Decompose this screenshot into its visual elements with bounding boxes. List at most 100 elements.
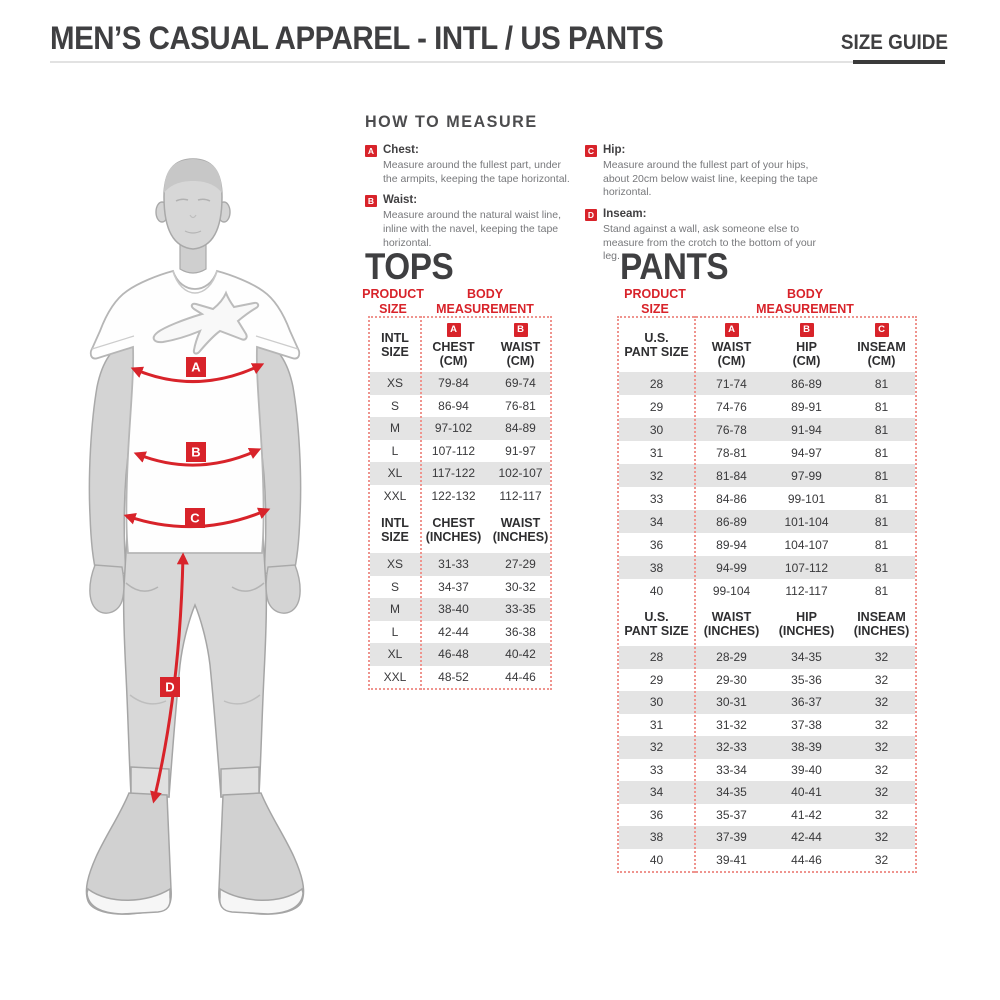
value-cell: 102-107 bbox=[498, 466, 543, 481]
size-row-XL: XL 46-48 40-42 bbox=[370, 643, 550, 666]
size-cell: XL bbox=[387, 647, 403, 662]
size-cell: 30 bbox=[649, 695, 664, 710]
size-row-34: 34 34-35 40-41 32 bbox=[619, 781, 915, 804]
value-cell: 81 bbox=[874, 468, 889, 483]
size-cell: XS bbox=[386, 376, 403, 391]
value-cell: 32 bbox=[874, 807, 889, 822]
value-cell: 81 bbox=[874, 583, 889, 598]
size-row-33: 33 33-34 39-40 32 bbox=[619, 759, 915, 782]
measure-item-inseam: D Inseam: Stand against a wall, ask someon… bbox=[585, 204, 820, 264]
measure-item-hip: C Hip: Measure around the fullest part of … bbox=[585, 140, 820, 200]
value-cell: 81 bbox=[874, 422, 889, 437]
size-row-28: 28 28-29 34-35 32 bbox=[619, 646, 915, 669]
size-row-36: 36 89-94 104-107 81 bbox=[619, 533, 915, 556]
measure-description: Measure around the fullest part, under t… bbox=[383, 159, 570, 185]
size-row-40: 40 39-41 44-46 32 bbox=[619, 849, 915, 872]
column-badge-b: B bbox=[513, 323, 528, 337]
measure-description: Measure around the natural waist line, i… bbox=[383, 209, 562, 249]
value-cell: 94-99 bbox=[716, 560, 747, 575]
size-cell: 31 bbox=[649, 445, 664, 460]
measure-label: Waist: bbox=[383, 194, 418, 207]
value-cell: 32-33 bbox=[716, 740, 747, 755]
value-cell: 122-132 bbox=[431, 488, 476, 503]
value-cell: 34-35 bbox=[791, 650, 822, 665]
size-row-L: L 42-44 36-38 bbox=[370, 621, 550, 644]
measurement-column-header: WAIST (INCHES) bbox=[492, 515, 549, 544]
size-cell: XXL bbox=[383, 669, 407, 684]
size-column-header: U.S. PANT SIZE bbox=[624, 330, 689, 359]
size-cell: XXL bbox=[383, 488, 407, 503]
svg-text:B: B bbox=[191, 445, 200, 460]
value-cell: 46-48 bbox=[438, 647, 469, 662]
size-cell: 29 bbox=[649, 399, 664, 414]
value-cell: 33-34 bbox=[716, 762, 747, 777]
value-cell: 81 bbox=[874, 399, 889, 414]
pants-product-size-header: PRODUCT SIZE bbox=[624, 286, 686, 316]
figure-marker-inseam: D bbox=[160, 677, 180, 697]
value-cell: 84-89 bbox=[505, 421, 536, 436]
value-cell: 34-35 bbox=[716, 785, 747, 800]
size-row-31: 31 78-81 94-97 81 bbox=[619, 441, 915, 464]
size-cell: S bbox=[390, 579, 399, 594]
size-cell: 40 bbox=[649, 852, 664, 867]
size-row-XXL: XXL 122-132 112-117 bbox=[370, 485, 550, 508]
tops-table-divider bbox=[420, 316, 422, 690]
table-header-row: INTL SIZE CHEST (INCHES) WAIST (INCHES) bbox=[370, 507, 550, 553]
table-header-row: U.S. PANT SIZE WAIST (INCHES) HIP (INCHES) INS… bbox=[619, 602, 915, 646]
chest-arrow bbox=[130, 363, 265, 383]
value-cell: 112-117 bbox=[499, 488, 542, 503]
size-cell: 28 bbox=[649, 376, 664, 391]
value-cell: 71-74 bbox=[716, 376, 747, 391]
value-cell: 36-37 bbox=[791, 695, 822, 710]
size-cell: M bbox=[390, 602, 400, 617]
size-row-M: M 38-40 33-35 bbox=[370, 598, 550, 621]
size-cell: 34 bbox=[649, 514, 664, 529]
value-cell: 97-99 bbox=[791, 468, 822, 483]
size-cell: 30 bbox=[649, 422, 664, 437]
size-row-32: 32 32-33 38-39 32 bbox=[619, 736, 915, 759]
measure-badge-a: A bbox=[365, 145, 377, 157]
pants-body-measurement-header: BODY MEASUREMENT bbox=[756, 286, 854, 316]
size-column-header: INTL SIZE bbox=[381, 515, 409, 544]
measurement-column-header: HIP (INCHES) bbox=[778, 609, 835, 638]
measurement-column-header: B HIP (CM) bbox=[792, 323, 821, 369]
size-cell: XS bbox=[386, 557, 403, 572]
value-cell: 31-32 bbox=[716, 717, 747, 732]
value-cell: 36-38 bbox=[505, 624, 536, 639]
size-cell: 31 bbox=[649, 717, 664, 732]
size-cell: 29 bbox=[649, 672, 664, 687]
value-cell: 81 bbox=[874, 445, 889, 460]
size-row-38: 38 94-99 107-112 81 bbox=[619, 556, 915, 579]
measurement-column-header: CHEST (INCHES) bbox=[425, 515, 482, 544]
value-cell: 81 bbox=[874, 560, 889, 575]
value-cell: 81-84 bbox=[716, 468, 747, 483]
value-cell: 38-39 bbox=[791, 740, 822, 755]
value-cell: 32 bbox=[874, 717, 889, 732]
size-cell: L bbox=[391, 624, 399, 639]
column-badge-c: C bbox=[874, 323, 889, 337]
page-title: MEN’S CASUAL APPAREL - INTL / US PANTS bbox=[50, 20, 664, 56]
measure-item-chest: A Chest: Measure around the fullest part, … bbox=[365, 140, 570, 186]
value-cell: 29-30 bbox=[716, 672, 747, 687]
measure-badge-b: B bbox=[365, 195, 377, 208]
value-cell: 32 bbox=[874, 672, 889, 687]
value-cell: 69-74 bbox=[505, 376, 536, 391]
value-cell: 32 bbox=[874, 650, 889, 665]
value-cell: 86-89 bbox=[716, 514, 747, 529]
column-badge-a: A bbox=[724, 323, 739, 337]
measurement-column-header: A CHEST (CM) bbox=[432, 323, 475, 369]
measure-label: Chest: bbox=[383, 144, 419, 156]
value-cell: 84-86 bbox=[716, 491, 747, 506]
alpinestars-logo bbox=[152, 290, 260, 355]
value-cell: 40-41 bbox=[791, 785, 822, 800]
value-cell: 35-36 bbox=[791, 672, 822, 687]
value-cell: 39-41 bbox=[716, 852, 747, 867]
value-cell: 34-37 bbox=[438, 579, 469, 594]
value-cell: 76-81 bbox=[505, 398, 536, 413]
value-cell: 107-112 bbox=[784, 560, 829, 575]
value-cell: 89-94 bbox=[716, 537, 747, 552]
size-cell: 34 bbox=[649, 785, 664, 800]
size-cell: 36 bbox=[649, 537, 664, 552]
column-badge-a: A bbox=[446, 323, 461, 337]
